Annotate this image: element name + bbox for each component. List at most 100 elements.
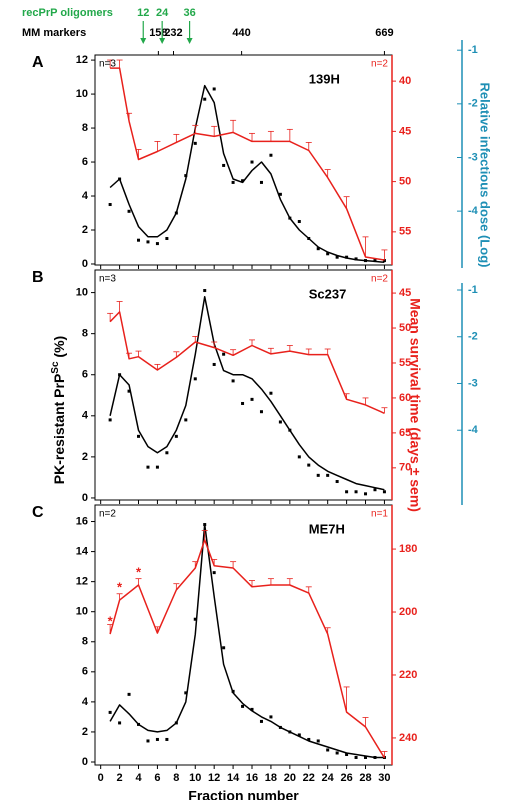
y2-tick-label: 55 [399,226,411,238]
x-tick-label: 24 [322,772,335,784]
data-point [165,236,169,240]
data-point [184,691,188,695]
x-tick-label: 8 [173,772,179,784]
y-tick-label: 2 [82,224,88,236]
data-point [222,163,226,167]
y3-tick-label: -2 [468,98,478,110]
strain-label: 139H [309,71,340,86]
data-point [127,389,131,393]
data-point [269,391,273,395]
y2-tick-label: 50 [399,322,411,334]
data-point [212,571,216,575]
y3-axis-title: Relative infectious dose (Log) [478,83,493,268]
data-point [203,97,207,101]
data-point [193,617,197,621]
y2-tick-label: 55 [399,357,411,369]
y2-tick-label: 45 [399,125,411,137]
data-point [364,492,368,496]
y2-tick-label: 65 [399,427,411,439]
data-point [108,710,112,714]
y-tick-label: 0 [82,492,88,504]
mm-tick-label: 440 [232,27,250,39]
x-tick-label: 6 [154,772,160,784]
y2-tick-label: 60 [399,392,411,404]
plot-frame [94,269,393,501]
y-tick-label: 2 [82,451,88,463]
data-point [354,257,358,261]
data-point [345,490,349,494]
data-point [203,289,207,293]
data-point [241,401,245,405]
y2-tick-label: 200 [399,606,417,618]
x-tick-label: 10 [189,772,201,784]
y-tick-label: 0 [82,756,88,768]
data-point [326,252,330,256]
data-point [307,737,311,741]
plot-frame [94,504,393,766]
y3-tick-label: -4 [468,424,479,436]
data-point [297,220,301,224]
y-tick-label: 10 [76,606,88,618]
strain-label: Sc237 [309,286,347,301]
y-axis-title-text: PK-resistant PrP [51,374,67,484]
x-tick-label: 2 [117,772,123,784]
y-tick-label: 4 [82,410,89,422]
x-tick-label: 4 [135,772,142,784]
data-point [373,259,377,263]
oligomer-label: 24 [156,7,169,19]
data-point [316,247,320,251]
data-point [297,733,301,737]
asterisk: * [117,579,123,594]
data-point [354,490,358,494]
data-point [174,434,178,438]
data-point [222,646,226,650]
data-point [382,259,386,263]
data-point [212,87,216,91]
x-tick-label: 30 [378,772,390,784]
y-tick-label: 6 [82,369,88,381]
y-tick-label: 4 [82,696,89,708]
oligomers-label: recPrP oligomers [22,7,113,19]
y-tick-label: 8 [82,122,88,134]
y-axis-title-suffix: (%) [51,336,67,362]
data-point [146,465,150,469]
mm-tick-label: 232 [164,27,182,39]
data-point [335,480,339,484]
data-point [146,739,150,743]
data-point [259,410,263,414]
data-point [335,255,339,259]
data-point [127,692,131,696]
data-point [231,379,235,383]
y3-tick-label: -1 [468,44,478,56]
data-point [316,473,320,477]
data-point [184,418,188,422]
n-left: n=2 [99,509,116,520]
oligomer-arrow-head [159,38,166,44]
y-tick-label: 10 [76,88,88,100]
x-tick-label: 26 [340,772,352,784]
data-point [193,141,197,145]
y3-tick-label: -4 [468,205,479,217]
y-axis-title-sup: Sc [50,361,61,374]
data-point [241,179,245,183]
data-point [269,715,273,719]
fit-curve [109,523,385,759]
y2-tick-label: 50 [399,176,411,188]
y-tick-label: 12 [76,576,88,588]
asterisk: * [108,613,114,628]
survival-line [109,311,385,414]
data-point [165,737,169,741]
data-point [250,707,254,711]
data-point [345,752,349,756]
x-tick-label: 12 [208,772,220,784]
y-tick-label: 10 [76,286,88,298]
data-point [165,451,169,455]
x-tick-label: 0 [98,772,104,784]
x-tick-label: 28 [359,772,371,784]
x-axis-title: Fraction number [188,788,299,800]
data-point [345,255,349,259]
y2-tick-label: 45 [399,287,411,299]
data-point [250,397,254,401]
y-tick-label: 8 [82,636,88,648]
x-tick-label: 20 [284,772,296,784]
